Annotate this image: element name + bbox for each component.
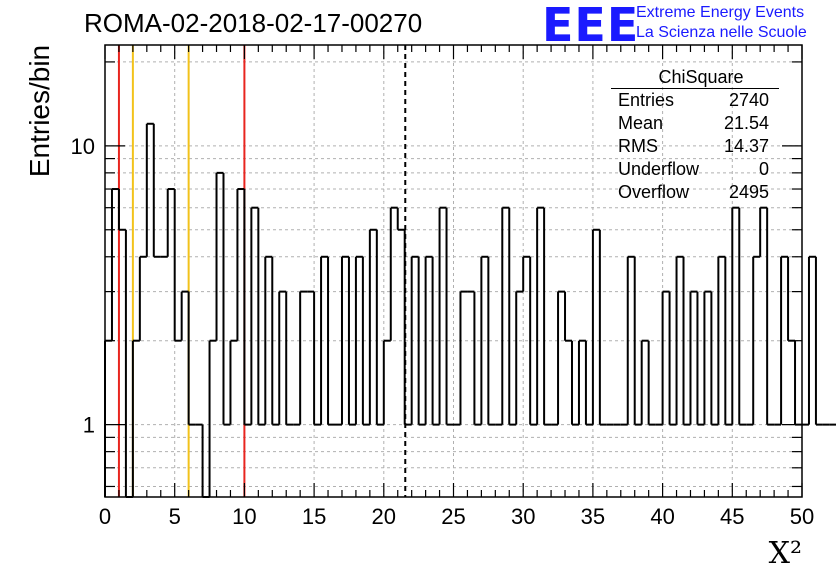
stats-value: 0 [758,159,769,179]
stats-row-rms: RMS 14.37 [611,135,779,158]
stats-row-entries: Entries 2740 [611,89,779,112]
x-tick-label: 35 [581,504,605,529]
stats-value: 2495 [728,182,769,202]
stats-box: ChiSquare Entries 2740 Mean 21.54 RMS 14… [611,66,779,204]
y-tick-label: 1 [83,413,95,438]
stats-label: Mean [618,113,664,133]
eee-logo: EEE [542,0,640,52]
stats-label: Overflow [618,182,690,202]
stats-label: Entries [618,90,675,110]
stats-value: 14.37 [723,136,769,156]
stats-value: 21.54 [723,113,769,133]
stats-label: Underflow [618,159,700,179]
stats-value: 2740 [728,90,769,110]
axes: 0 5 10 15 20 25 30 35 40 45 50 1 10 [71,44,814,529]
x-tick-label: 20 [372,504,396,529]
x-tick-label: 45 [720,504,744,529]
stats-row-underflow: Underflow 0 [611,158,779,181]
x-tick-label: 50 [790,504,814,529]
y-axis-label: Entries/bin [24,44,55,178]
stats-row-mean: Mean 21.54 [611,112,779,135]
x-tick-label: 30 [511,504,535,529]
stats-label: RMS [618,136,658,156]
stats-row-overflow: Overflow 2495 [611,181,779,204]
x-tick-label: 5 [169,504,181,529]
histogram-bars [104,122,836,498]
x-axis-label: X² [768,536,802,571]
x-tick-label: 0 [99,504,111,529]
chart-title: ROMA-02-2018-02-17-00270 [84,8,423,38]
x-tick-label: 15 [302,504,326,529]
x-tick-label: 40 [650,504,674,529]
y-tick-label: 10 [71,134,95,159]
stats-title: ChiSquare [611,66,779,89]
x-tick-label: 25 [441,504,465,529]
logo-line-1: Extreme Energy Events [636,4,805,21]
x-tick-label: 10 [232,504,256,529]
logo-line-2: La Scienza nelle Scuole [636,24,807,41]
